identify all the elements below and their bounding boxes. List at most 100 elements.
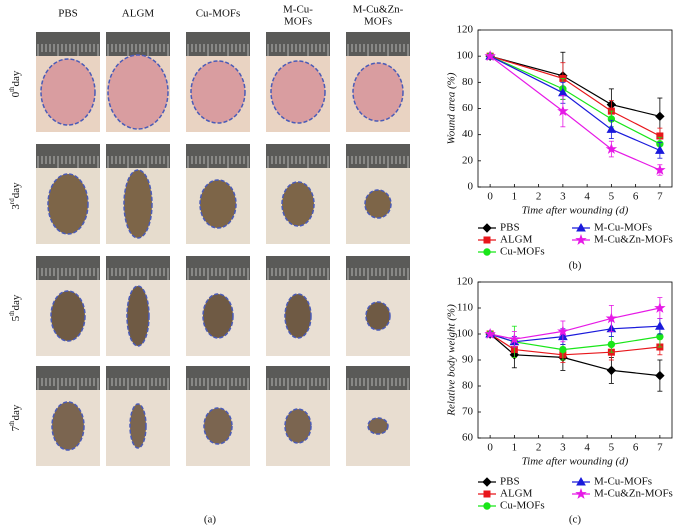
x-tick-label: 4 — [584, 442, 590, 454]
marker — [655, 111, 665, 122]
legend-label: Cu-MOFs — [500, 246, 545, 258]
wound — [202, 293, 234, 339]
series-line — [489, 55, 661, 117]
plot-frame — [477, 281, 673, 439]
series-line — [489, 55, 661, 145]
x-tick-label: 2 — [536, 442, 542, 454]
photo-ruler — [106, 32, 170, 56]
photo-ruler — [346, 366, 410, 390]
wound — [190, 60, 246, 124]
wound — [40, 58, 96, 126]
row-label-num: 0 — [10, 91, 22, 97]
wound — [51, 401, 85, 451]
photo-ruler — [186, 366, 250, 390]
marker — [654, 163, 666, 175]
legend-label: M-Cu-MOFs — [594, 222, 652, 234]
wound — [129, 403, 147, 449]
x-tick-label: 3 — [560, 191, 566, 203]
x-tick-label: 4 — [584, 191, 590, 203]
wound — [352, 62, 404, 122]
marker — [606, 365, 617, 376]
row-label-sup: th — [8, 310, 16, 316]
marker — [483, 490, 491, 498]
marker — [576, 476, 586, 486]
x-tick-label: 6 — [633, 191, 639, 203]
row-label-sup: th — [8, 420, 16, 426]
marker — [483, 236, 491, 244]
photo-ruler — [266, 144, 330, 168]
column-header: ALGM — [122, 8, 155, 20]
photo-ruler — [106, 144, 170, 168]
legend-label: M-Cu-MOFs — [594, 476, 652, 488]
marker — [605, 143, 618, 154]
marker — [484, 327, 496, 339]
wound — [47, 173, 89, 235]
row-label-num: 7 — [10, 425, 22, 431]
x-tick-label: 0 — [487, 191, 493, 203]
y-axis-label: Relative body weight (%) — [446, 304, 458, 417]
y-tick-label: 120 — [457, 24, 474, 36]
photo-ruler — [106, 366, 170, 390]
marker — [557, 105, 569, 116]
wound — [203, 407, 233, 445]
panel-label: (b) — [569, 260, 582, 272]
legend-label: M-Cu&Zn-MOFs — [594, 488, 673, 500]
wound — [50, 290, 86, 342]
x-axis-label: Time after wounding (d) — [522, 456, 629, 468]
photo-ruler — [186, 144, 250, 168]
photo-ruler — [186, 32, 250, 56]
x-axis-label: Time after wounding (d) — [522, 205, 629, 217]
row-label: 7thday — [8, 404, 22, 431]
y-tick-label: 0 — [468, 181, 474, 193]
series-line — [489, 55, 661, 171]
column-header: MOFs — [364, 16, 392, 28]
wound — [365, 301, 391, 331]
photo-ruler — [266, 366, 330, 390]
panel-label: (a) — [204, 514, 217, 526]
x-tick-label: 5 — [609, 442, 615, 454]
legend-label: Cu-MOFs — [500, 500, 545, 512]
wound — [199, 179, 237, 229]
y-tick-label: 20 — [462, 154, 474, 166]
marker — [559, 345, 567, 354]
x-tick-label: 7 — [657, 442, 663, 454]
photo-ruler — [186, 256, 250, 280]
photo-ruler — [346, 144, 410, 168]
marker — [655, 321, 665, 330]
marker — [655, 370, 665, 381]
photo-ruler — [36, 366, 100, 390]
legend-label: M-Cu&Zn-MOFs — [594, 234, 673, 246]
x-tick-label: 5 — [609, 191, 615, 203]
y-tick-label: 70 — [462, 406, 474, 418]
x-tick-label: 6 — [633, 442, 639, 454]
marker — [557, 325, 569, 337]
marker — [482, 477, 492, 487]
x-tick-label: 0 — [487, 442, 493, 454]
row-label-sup: th — [8, 86, 16, 92]
photo-ruler — [346, 256, 410, 280]
wound — [367, 417, 389, 435]
legend-label: PBS — [500, 222, 520, 234]
plot-frame — [477, 29, 673, 188]
row-label-unit: day — [10, 294, 22, 310]
row-label-num: 3 — [10, 204, 22, 210]
row-label-sup: rd — [8, 198, 16, 204]
photo-ruler — [266, 256, 330, 280]
wound — [284, 293, 312, 339]
row-label-unit: day — [10, 404, 22, 420]
row-label: 3rdday — [8, 182, 22, 210]
series-line — [489, 55, 661, 151]
x-tick-label: 1 — [512, 442, 518, 454]
marker — [607, 340, 616, 349]
x-tick-label: 1 — [512, 191, 518, 203]
legend-label: ALGM — [500, 488, 533, 500]
column-header: MOFs — [284, 16, 312, 28]
marker — [483, 248, 491, 256]
x-tick-label: 2 — [536, 191, 542, 203]
column-header: PBS — [58, 8, 78, 20]
row-label: 0thday — [8, 70, 22, 97]
wound — [281, 181, 315, 227]
column-header: M-Cu- — [283, 4, 313, 16]
photo-ruler — [346, 32, 410, 56]
